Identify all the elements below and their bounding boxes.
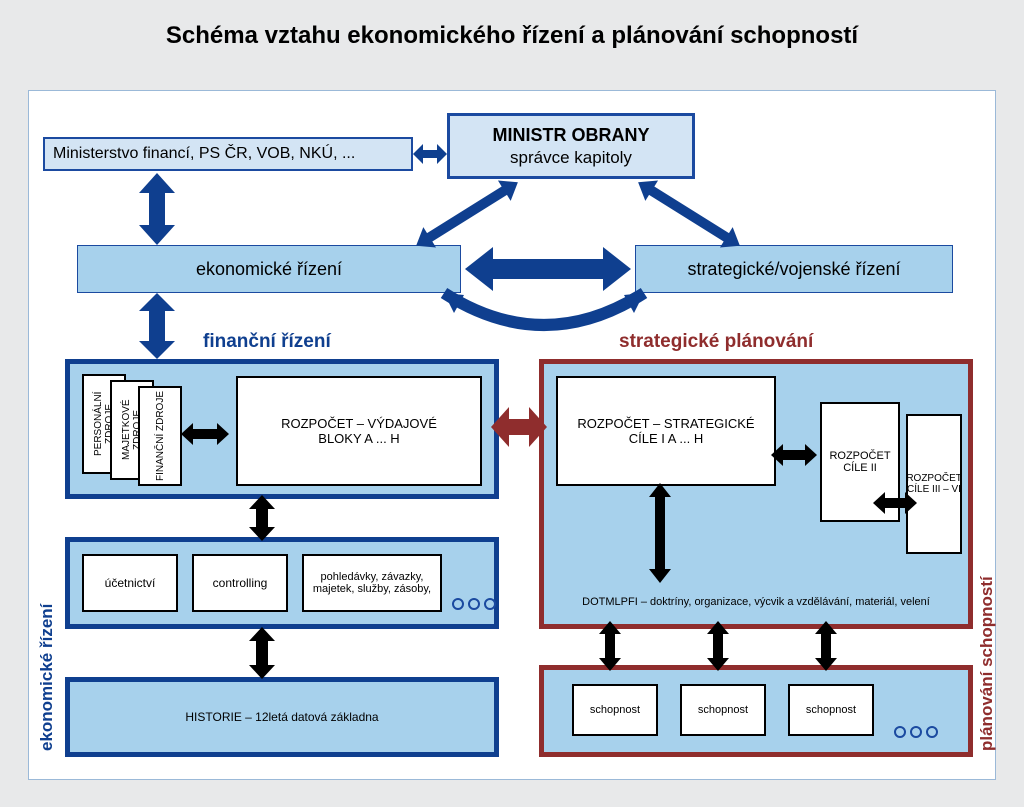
card-controlling: controlling (192, 554, 288, 612)
heading-strategicke: strategické plánování (619, 331, 813, 353)
card-rozpocet-vydajove: ROZPOČET – VÝDAJOVÉ BLOKY A ... H (236, 376, 482, 486)
card-rozpocet-vydajove-label: ROZPOČET – VÝDAJOVÉ BLOKY A ... H (258, 416, 460, 446)
arrow-ekon-strat (465, 243, 631, 295)
card-rozpocet-strategicke-label: ROZPOČET – STRATEGICKÉ CÍLE I A ... H (574, 416, 758, 446)
card-pohledavky: pohledávky, závazky, majetek, služby, zá… (302, 554, 442, 612)
card-rozpocet-cil2-label: ROZPOČET CÍLE II (826, 450, 894, 474)
dot-icon (894, 726, 906, 738)
page-title: Schéma vztahu ekonomického řízení a plán… (0, 22, 1024, 50)
dot-icon (452, 598, 464, 610)
node-min-fin: Ministerstvo financí, PS ČR, VOB, NKÚ, .… (43, 137, 413, 171)
card-schopnost-3: schopnost (788, 684, 874, 736)
dot-icon (926, 726, 938, 738)
dots-left (452, 598, 496, 610)
arrow-ekon-financni (135, 293, 179, 359)
frame-right-1: ROZPOČET – STRATEGICKÉ CÍLE I A ... H RO… (539, 359, 973, 629)
arrow-minobrany-ekon (407, 179, 527, 249)
arrow-left-f2-f3 (245, 627, 279, 679)
node-ekon-rizeni-label: ekonomické řízení (196, 259, 342, 280)
dot-icon (484, 598, 496, 610)
card-controlling-label: controlling (213, 576, 268, 590)
arrow-minfin-ekon (135, 173, 179, 245)
card-financni-zdroje: FINANČNÍ ZDROJE (138, 386, 182, 486)
card-financni-zdroje-label: FINANČNÍ ZDROJE (155, 391, 166, 481)
node-strat-rizeni: strategické/vojenské řízení (635, 245, 953, 293)
node-min-obrany-title: MINISTR OBRANY (493, 124, 650, 147)
node-strat-rizeni-label: strategické/vojenské řízení (687, 259, 900, 280)
card-rozpocet-strategicke: ROZPOČET – STRATEGICKÉ CÍLE I A ... H (556, 376, 776, 486)
card-rozpocet-cil2: ROZPOČET CÍLE II (820, 402, 900, 522)
frame-right-2: schopnost schopnost schopnost (539, 665, 973, 757)
card-schopnost-2-label: schopnost (698, 704, 748, 716)
card-ucetnictvi: účetnictví (82, 554, 178, 612)
vlabel-plan-schopnosti: plánování schopností (977, 491, 997, 751)
node-min-obrany: MINISTR OBRANY správce kapitoly (447, 113, 695, 179)
vlabel-ekon-rizeni: ekonomické řízení (37, 521, 57, 751)
card-rozpocet-cil3-label: ROZPOČET CÍLE III – VI (906, 473, 961, 495)
card-historie-label: HISTORIE – 12letá datová základna (185, 710, 378, 724)
card-schopnost-1-label: schopnost (590, 704, 640, 716)
dot-icon (910, 726, 922, 738)
frame-left-2: účetnictví controlling pohledávky, závaz… (65, 537, 499, 629)
dot-icon (468, 598, 480, 610)
frame-left-3: HISTORIE – 12letá datová základna (65, 677, 499, 757)
card-schopnost-2: schopnost (680, 684, 766, 736)
card-rozpocet-cil3: ROZPOČET CÍLE III – VI (906, 414, 962, 554)
node-min-fin-label: Ministerstvo financí, PS ČR, VOB, NKÚ, .… (53, 145, 355, 163)
node-min-obrany-subtitle: správce kapitoly (510, 147, 632, 168)
arrow-minfin-minobrany (413, 139, 447, 169)
label-dotmlpfi: DOTMLPFI – doktríny, organizace, výcvik … (558, 596, 954, 608)
dots-right (894, 726, 938, 738)
diagram-canvas: Ministerstvo financí, PS ČR, VOB, NKÚ, .… (28, 90, 996, 780)
card-ucetnictvi-label: účetnictví (105, 576, 156, 590)
card-schopnost-1: schopnost (572, 684, 658, 736)
card-schopnost-3-label: schopnost (806, 704, 856, 716)
node-ekon-rizeni: ekonomické řízení (77, 245, 461, 293)
card-pohledavky-label: pohledávky, závazky, majetek, služby, zá… (310, 571, 434, 595)
frame-left-1: PERSONÁLNÍ ZDROJE MAJETKOVÉ ZDROJE FINAN… (65, 359, 499, 499)
heading-financni: finanční řízení (203, 331, 331, 353)
arrow-minobrany-strat (629, 179, 749, 249)
arrow-left-f1-f2 (245, 495, 279, 541)
